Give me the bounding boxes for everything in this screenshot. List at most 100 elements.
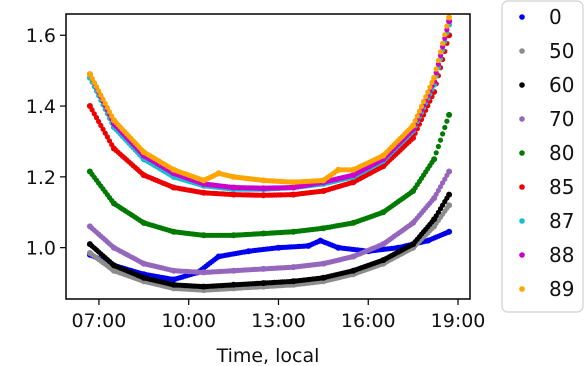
data-point — [335, 166, 342, 173]
data-point — [200, 283, 207, 290]
series-80-trace — [437, 137, 444, 143]
series-88 — [86, 18, 453, 192]
data-point — [275, 244, 282, 251]
series-60 — [86, 191, 453, 290]
data-point — [200, 177, 207, 184]
legend-label: 60 — [549, 73, 574, 97]
chart-marks — [86, 14, 453, 294]
series-89-trace — [440, 40, 446, 46]
data-point — [410, 241, 417, 248]
data-point — [230, 281, 237, 288]
data-point — [446, 168, 453, 175]
data-point — [260, 230, 267, 237]
data-point — [140, 274, 147, 281]
data-point — [260, 280, 267, 287]
data-point — [170, 228, 177, 235]
data-point — [200, 189, 207, 196]
data-point — [230, 191, 237, 198]
data-point — [446, 228, 453, 235]
legend-marker — [519, 82, 525, 88]
data-point — [380, 152, 387, 159]
series-89-trace — [96, 88, 102, 94]
data-point — [410, 122, 417, 129]
x-tick-label: 16:00 — [341, 310, 396, 332]
y-axis: 1.0 1.2 1.4 1.6 — [26, 25, 66, 260]
series-87 — [86, 21, 453, 193]
series-70-trace — [437, 184, 444, 190]
series-85-trace — [93, 115, 100, 121]
data-point — [317, 237, 324, 244]
data-point — [170, 276, 177, 283]
x-axis: 07:00 10:00 13:00 16:00 19:00 — [72, 299, 486, 332]
data-point — [350, 172, 357, 179]
data-point — [140, 172, 147, 179]
legend-label: 89 — [549, 277, 574, 301]
series-89-trace — [418, 103, 425, 109]
data-point — [260, 177, 267, 184]
data-point — [110, 200, 117, 207]
data-point — [380, 257, 387, 264]
series-88-trace — [440, 44, 446, 50]
data-point — [110, 117, 117, 124]
series-89-trace — [421, 99, 427, 105]
x-axis-label: Time, local — [216, 345, 320, 366]
data-point — [380, 241, 387, 248]
x-tick-label: 19:00 — [431, 310, 486, 332]
data-point — [410, 188, 417, 194]
series-89-trace — [106, 109, 113, 115]
series-80-trace — [442, 124, 448, 131]
series-89-trace — [425, 89, 431, 95]
legend-label: 0 — [549, 5, 562, 29]
data-point — [200, 269, 207, 276]
data-point — [320, 260, 327, 267]
legend-marker — [519, 116, 525, 122]
data-point — [215, 170, 222, 177]
data-point — [320, 188, 327, 194]
data-point — [305, 242, 312, 249]
data-point — [140, 149, 147, 156]
series-89-trace — [437, 49, 444, 55]
series-85-trace — [100, 126, 106, 132]
legend-marker — [519, 286, 525, 292]
series-85-trace — [106, 138, 113, 144]
data-point — [260, 265, 267, 272]
series-89-trace — [104, 105, 110, 111]
series-70-trace — [440, 180, 446, 186]
data-point — [410, 219, 417, 226]
series-89-trace — [93, 84, 100, 90]
data-point — [86, 241, 93, 248]
series-89-trace — [416, 108, 422, 114]
data-point — [230, 184, 237, 191]
legend-marker — [519, 48, 525, 54]
series-89 — [86, 14, 453, 186]
data-point — [446, 14, 453, 21]
series-85-trace — [91, 111, 97, 117]
legend-label: 50 — [549, 39, 574, 63]
legend-label: 87 — [549, 209, 574, 233]
data-point — [446, 191, 453, 198]
data-point — [170, 267, 177, 274]
data-point — [86, 250, 93, 256]
data-point — [230, 173, 237, 180]
data-point — [350, 219, 357, 226]
series-89-trace — [91, 80, 97, 86]
data-point — [86, 71, 93, 78]
series-88-trace — [433, 70, 439, 76]
data-point — [140, 219, 147, 226]
data-point — [290, 264, 297, 271]
series-88-trace — [435, 61, 441, 67]
data-point — [200, 232, 207, 239]
data-point — [350, 179, 357, 186]
legend-marker — [519, 252, 525, 258]
data-point — [86, 103, 93, 109]
series-89-trace — [442, 32, 448, 38]
series-80-trace — [440, 131, 446, 137]
series-70-trace — [442, 176, 448, 182]
y-tick-label: 1.2 — [26, 167, 56, 189]
data-point — [290, 191, 297, 198]
data-point — [350, 166, 357, 173]
series-80-trace — [433, 150, 439, 156]
data-point — [350, 267, 357, 274]
data-point — [110, 267, 117, 274]
